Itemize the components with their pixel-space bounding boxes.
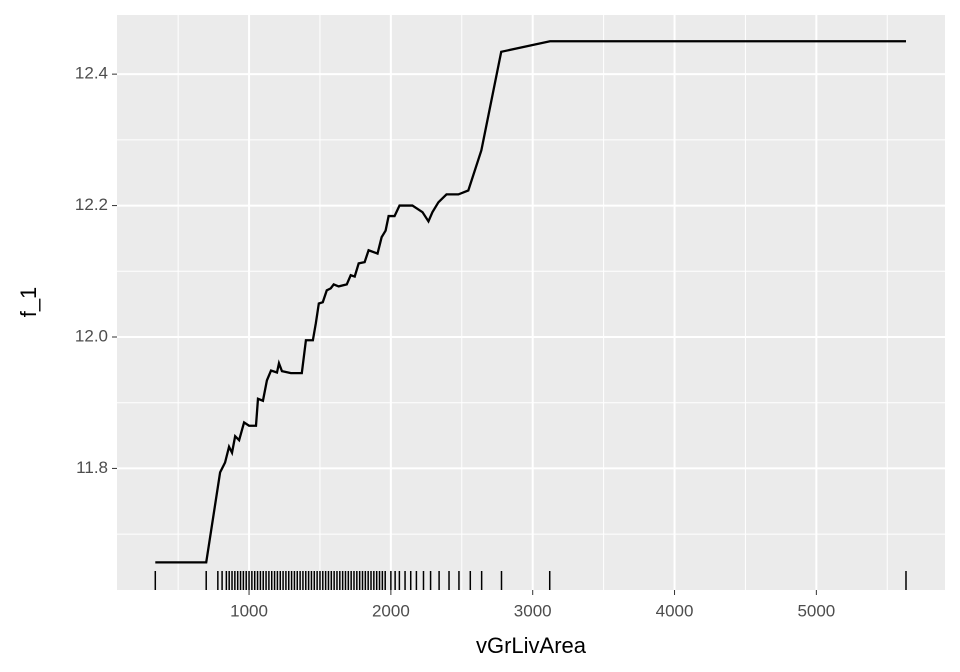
y-tick-label: 12.0: [75, 326, 108, 345]
y-tick-label: 12.4: [75, 64, 108, 83]
panel: [117, 15, 945, 590]
y-tick-label: 11.8: [76, 458, 108, 477]
y-tick-label: 12.2: [75, 195, 108, 214]
x-tick-label: 4000: [656, 601, 694, 620]
y-axis-label: f_1: [16, 287, 41, 318]
x-tick-label: 2000: [372, 601, 410, 620]
x-tick-label: 1000: [230, 601, 268, 620]
x-tick-label: 5000: [797, 601, 835, 620]
x-tick-label: 3000: [514, 601, 552, 620]
x-axis-label: vGrLivArea: [476, 633, 587, 658]
line: [155, 40, 906, 564]
